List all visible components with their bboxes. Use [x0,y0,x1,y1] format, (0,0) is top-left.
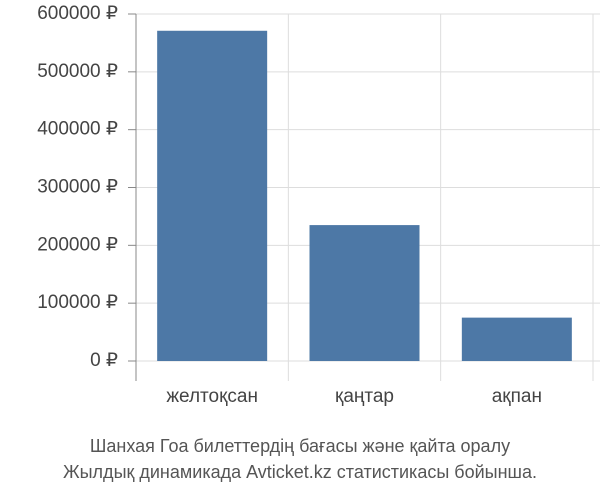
y-tick-label: 0 ₽ [90,350,118,371]
x-tick-label: ақпан [492,386,542,407]
y-tick-label: 500000 ₽ [37,61,118,82]
chart-subtitle: Жылдық динамикада Avticket.kz статистика… [63,462,537,482]
chart-title: Шанхая Гоа билеттердің бағасы және қайта… [90,436,510,456]
x-tick-label: желтоқсан [166,386,258,407]
y-tick-label: 200000 ₽ [37,234,118,255]
y-tick-label: 300000 ₽ [37,177,118,198]
y-tick-label: 400000 ₽ [37,119,118,140]
bar [157,30,268,361]
bar [309,225,420,361]
x-tick-label: қаңтар [335,386,394,407]
bar [461,317,572,361]
y-tick-label: 600000 ₽ [37,3,118,24]
y-tick-label: 100000 ₽ [37,292,118,313]
